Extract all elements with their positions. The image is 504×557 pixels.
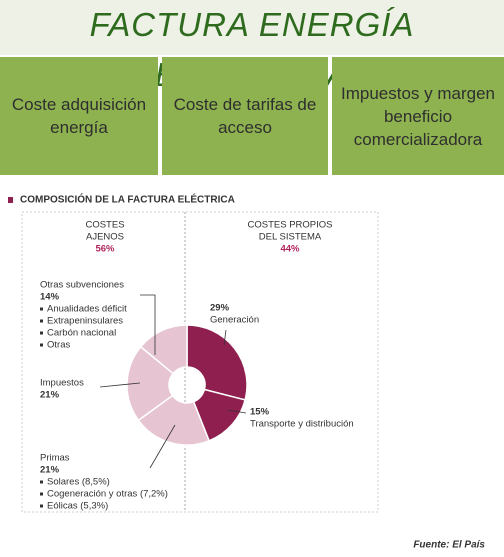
slice-label: Otras subvenciones (40, 280, 124, 291)
group-share: 44% (280, 244, 300, 255)
slice-detail: Carbón nacional (47, 328, 116, 339)
slice-value: 14% (40, 292, 60, 303)
bullet (40, 343, 43, 347)
bullet (40, 331, 43, 335)
slice (126, 345, 175, 422)
leader-line (140, 294, 156, 355)
leader-line (149, 424, 176, 469)
leader-line (227, 409, 247, 414)
chart: COMPOSICIÓN DE LA FACTURA ELÉCTRICA Fuen… (8, 193, 485, 551)
slice-value: 21% (40, 465, 60, 476)
chart-title: COMPOSICIÓN DE LA FACTURA ELÉCTRICA (20, 193, 235, 206)
frame (21, 211, 379, 513)
group-label: DEL SISTEMA (259, 232, 322, 243)
slice-detail: Cogeneración y otras (7,2%) (47, 489, 168, 500)
slice (139, 324, 188, 375)
slice (186, 324, 248, 401)
bullet (40, 319, 43, 323)
group-label: COSTES PROPIOS (248, 220, 333, 231)
leader-line (99, 382, 141, 388)
slice-detail: Eólicas (5,3%) (47, 501, 108, 512)
cost-box: Impuestos y margen beneficio comercializ… (332, 57, 504, 175)
slice-detail: Extrapeninsulares (47, 316, 123, 327)
leader-line (223, 329, 227, 346)
cost-box: Coste adquisición energía (0, 57, 158, 175)
source: Fuente: El País (413, 540, 485, 551)
slice-value: 29% (210, 303, 230, 314)
title-marker (8, 197, 13, 203)
group-label: COSTES (85, 220, 124, 231)
slice-detail: Anualidades déficit (47, 304, 127, 315)
page-title: FACTURA ENERGÍA ELÉCTRICA (0, 0, 504, 93)
bullet (40, 504, 43, 508)
slice-detail: Otras (47, 340, 70, 351)
slice-label: Generación (210, 315, 259, 326)
cost-box: Coste de tarifas de acceso (162, 57, 328, 175)
slice-value: 15% (250, 407, 270, 418)
bullet (40, 480, 43, 484)
bullet (40, 492, 43, 496)
slice-label: Transporte y distribución (250, 419, 354, 430)
slice-value: 21% (40, 390, 60, 401)
slice-label: Impuestos (40, 378, 84, 389)
slice-detail: Solares (8,5%) (47, 477, 110, 488)
bullet (40, 307, 43, 311)
group-share: 56% (95, 244, 115, 255)
slice-label: Primas (40, 453, 70, 464)
group-label: AJENOS (86, 232, 124, 243)
